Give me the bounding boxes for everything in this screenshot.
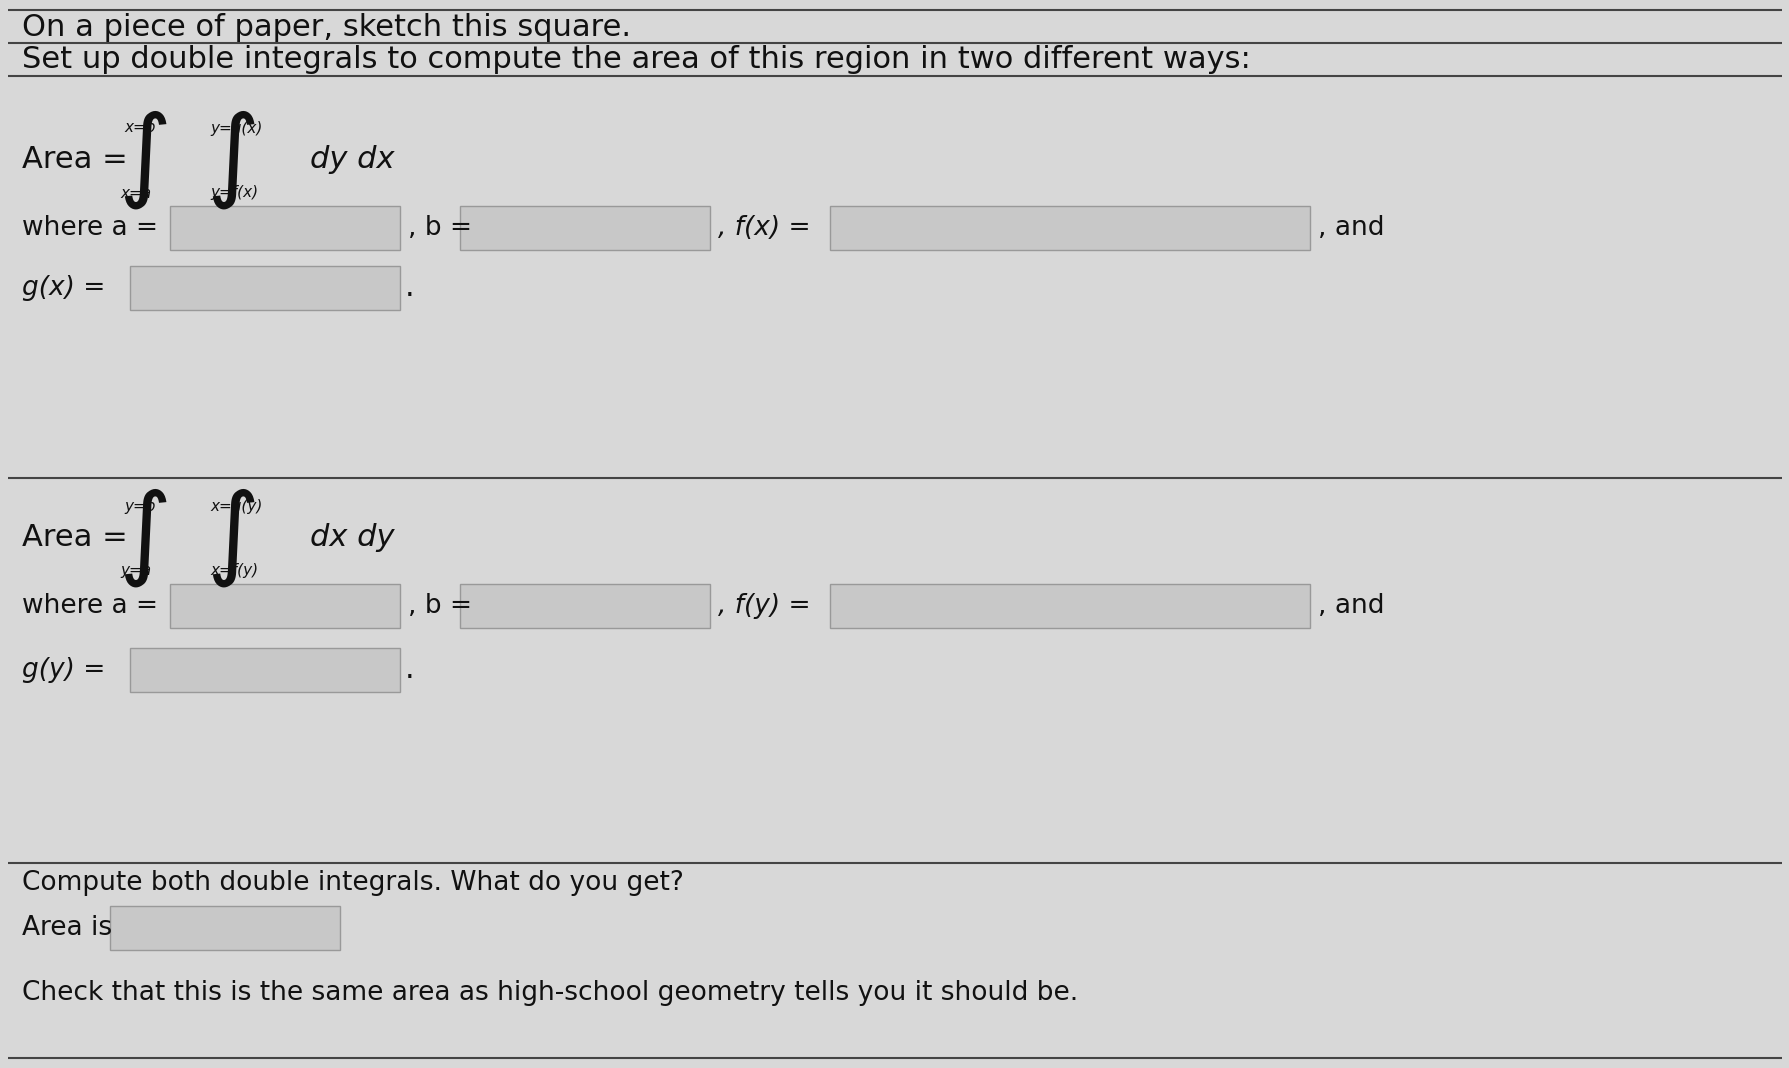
Text: $\int$: $\int$ — [118, 487, 168, 590]
FancyBboxPatch shape — [131, 648, 399, 692]
Text: dx dy: dx dy — [309, 523, 394, 552]
Text: Check that this is the same area as high-school geometry tells you it should be.: Check that this is the same area as high… — [21, 980, 1077, 1006]
Text: Area is: Area is — [21, 915, 113, 941]
Text: y=b: y=b — [123, 499, 156, 514]
FancyBboxPatch shape — [170, 206, 399, 250]
FancyBboxPatch shape — [131, 266, 399, 310]
FancyBboxPatch shape — [460, 584, 710, 628]
Text: $\int$: $\int$ — [206, 487, 256, 590]
Text: , b =: , b = — [408, 215, 479, 241]
FancyBboxPatch shape — [460, 206, 710, 250]
Text: $\int$: $\int$ — [206, 109, 256, 211]
Text: , and: , and — [1317, 593, 1383, 619]
FancyBboxPatch shape — [830, 206, 1310, 250]
Text: , f(x) =: , f(x) = — [717, 215, 819, 241]
FancyBboxPatch shape — [830, 584, 1310, 628]
Text: dy dx: dy dx — [309, 145, 394, 174]
Text: x=b: x=b — [123, 121, 156, 136]
Text: y=g(x): y=g(x) — [209, 121, 263, 136]
Text: .: . — [404, 273, 415, 302]
Text: .: . — [404, 656, 415, 685]
Text: Compute both double integrals. What do you get?: Compute both double integrals. What do y… — [21, 870, 683, 896]
Text: x=g(y): x=g(y) — [209, 499, 263, 514]
Text: y=a: y=a — [120, 564, 150, 579]
Text: y=f(x): y=f(x) — [209, 186, 258, 201]
Text: where a =: where a = — [21, 215, 166, 241]
Text: where a =: where a = — [21, 593, 166, 619]
Text: g(x) =: g(x) = — [21, 274, 114, 301]
Text: x=f(y): x=f(y) — [209, 564, 258, 579]
Text: Area =: Area = — [21, 145, 138, 174]
Text: Set up double integrals to compute the area of this region in two different ways: Set up double integrals to compute the a… — [21, 45, 1251, 74]
Text: On a piece of paper, sketch this square.: On a piece of paper, sketch this square. — [21, 13, 632, 42]
FancyBboxPatch shape — [109, 906, 340, 951]
Text: , b =: , b = — [408, 593, 479, 619]
FancyBboxPatch shape — [170, 584, 399, 628]
Text: g(y) =: g(y) = — [21, 657, 114, 684]
Text: , f(y) =: , f(y) = — [717, 593, 819, 619]
Text: , and: , and — [1317, 215, 1383, 241]
Text: Area =: Area = — [21, 523, 138, 552]
Text: x=a: x=a — [120, 186, 150, 201]
Text: $\int$: $\int$ — [118, 109, 168, 211]
